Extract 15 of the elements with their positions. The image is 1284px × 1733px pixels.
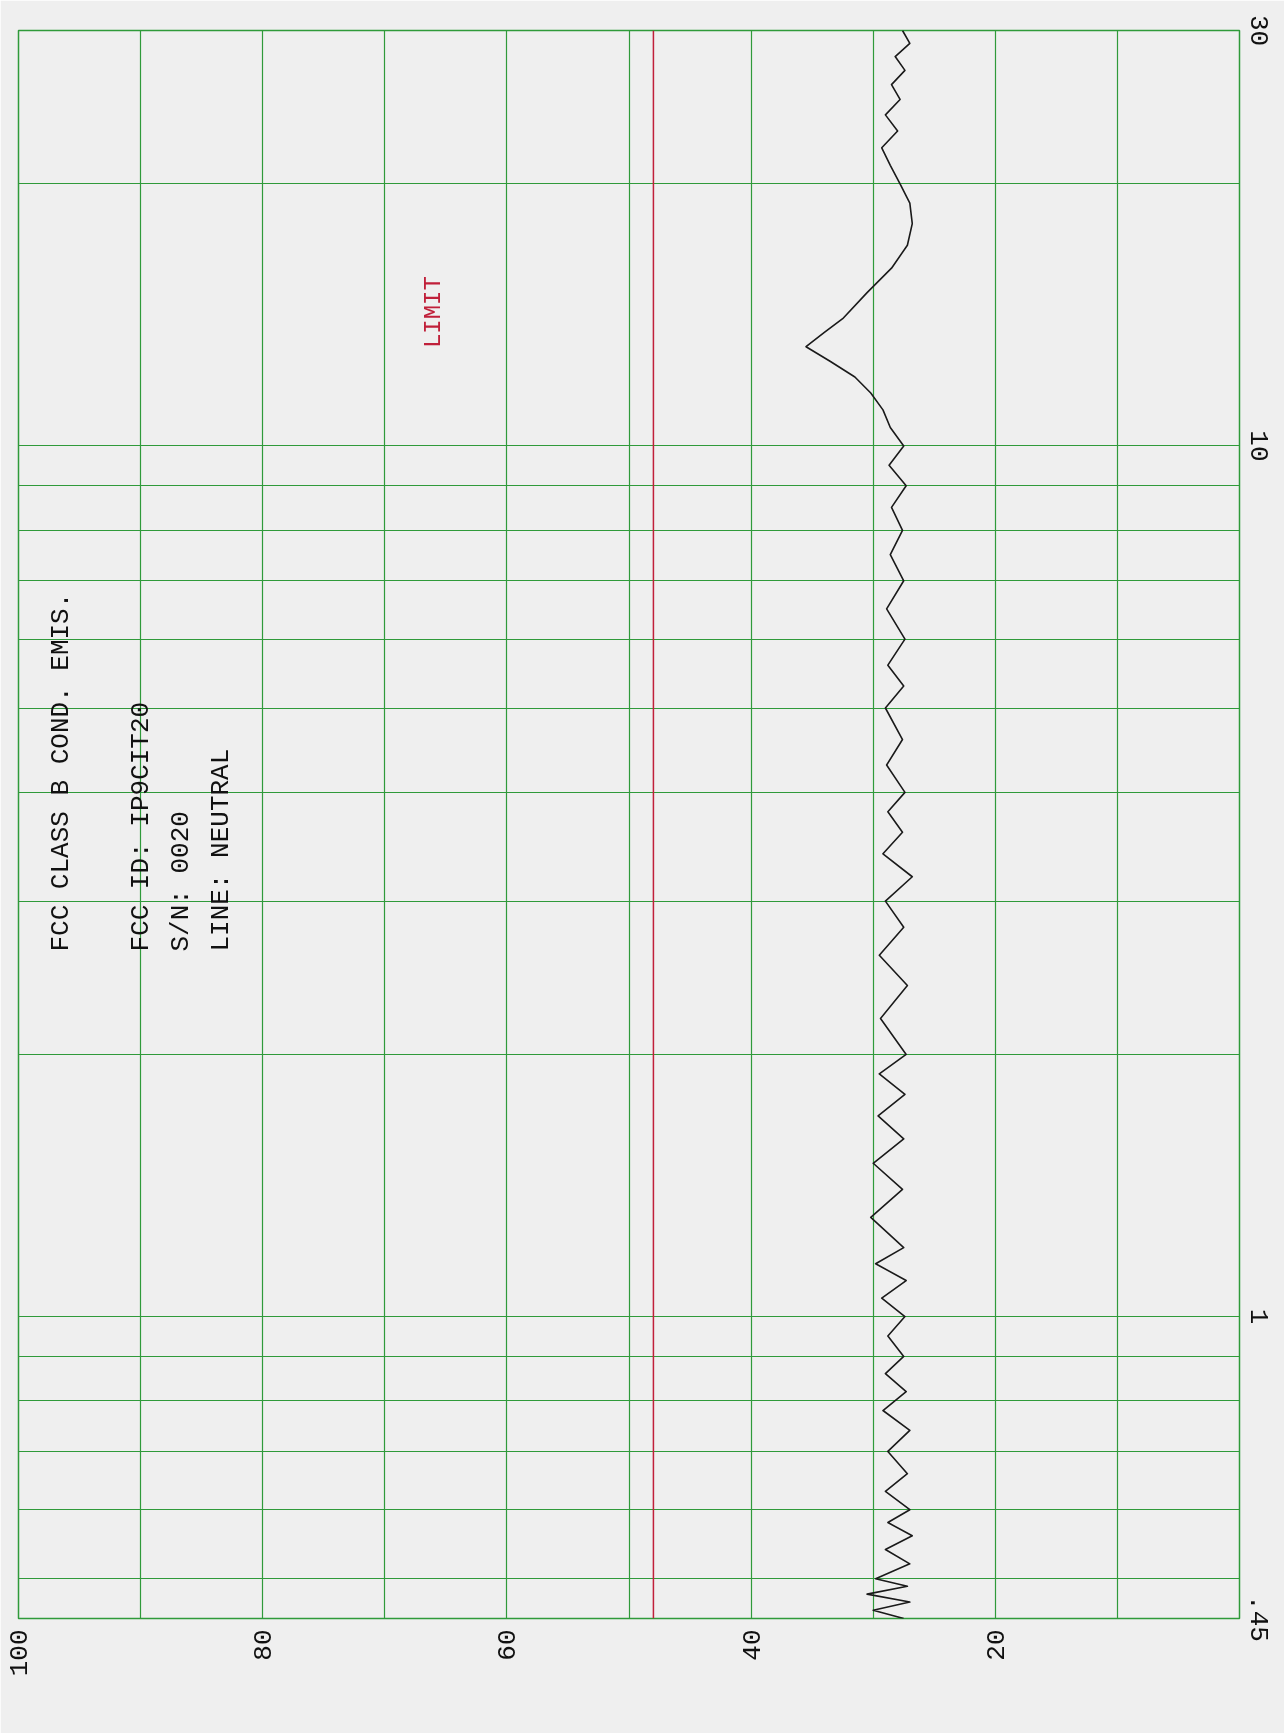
y-tick-label: 1	[1242, 1308, 1273, 1325]
y-tick-label: .45	[1242, 1595, 1273, 1642]
ref-line-label: LIMIT	[420, 276, 448, 349]
annotation: FCC ID: IP9CIT20	[125, 701, 156, 952]
x-tick-label: 20	[981, 1629, 1012, 1661]
line-series	[805, 30, 914, 1619]
x-tick-label: 100	[5, 1629, 35, 1677]
x-tick-label: 80	[249, 1629, 280, 1661]
text: FCC CLASS B COND. EMIS.	[46, 592, 77, 952]
x-tick-label: 40	[737, 1629, 768, 1661]
x-tick-label: 60	[493, 1629, 524, 1661]
annotation: S/N: 0020	[165, 811, 196, 952]
y-tick-label: 30	[1242, 14, 1273, 47]
annotation: LINE: NEUTRAL	[206, 748, 237, 952]
y-tick-label: 10	[1242, 430, 1273, 462]
